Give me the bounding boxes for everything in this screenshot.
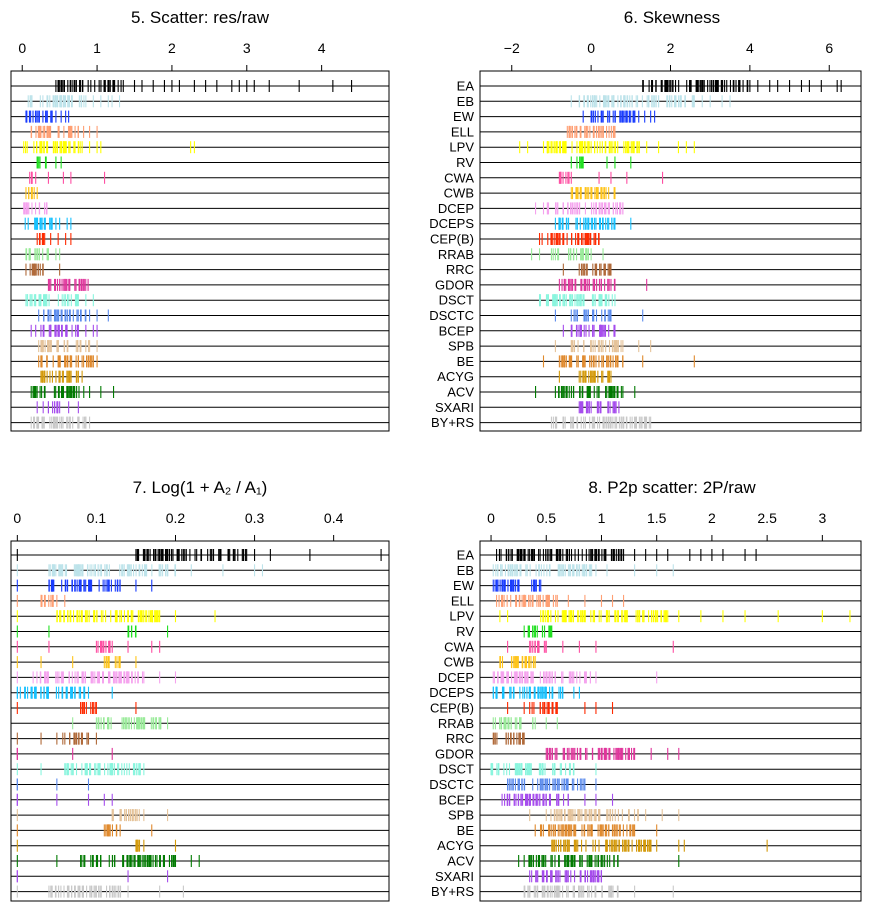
panel-title: 6. Skewness (624, 8, 720, 27)
x-tick-label: 0.3 (245, 510, 265, 526)
class-label: CEP(B) (430, 232, 474, 247)
class-label: SXARI (435, 869, 474, 884)
class-label: SPB (448, 339, 474, 354)
x-tick-label: 1 (598, 510, 606, 526)
x-tick-label: 2 (667, 40, 675, 56)
x-tick-label: −2 (504, 40, 520, 56)
x-tick-label: 1.5 (647, 510, 667, 526)
class-label: EA (457, 548, 475, 563)
class-label: RV (456, 624, 474, 639)
class-label: CWA (444, 639, 474, 654)
x-tick-label: 6 (825, 40, 833, 56)
class-label: BCEP (439, 792, 474, 807)
x-tick-label: 1 (93, 40, 101, 56)
plot-frame (479, 540, 862, 902)
x-tick-label: 0.2 (166, 510, 186, 526)
panel-log-amplitude-ratio: 7. Log(1 + A₂ / A₁) 0 0.1 0.2 0.3 0.4 (10, 478, 390, 902)
x-tick-label: 0.1 (87, 510, 107, 526)
x-tick-label: 2 (168, 40, 176, 56)
class-label: GDOR (435, 746, 474, 761)
x-tick-label: 0 (587, 40, 595, 56)
plot-frame (10, 70, 390, 432)
class-label: EW (453, 578, 475, 593)
class-label: DSCT (439, 293, 474, 308)
class-label: CWB (444, 655, 474, 670)
class-label: ACYG (437, 369, 474, 384)
class-label: GDOR (435, 277, 474, 292)
class-label: LPV (449, 609, 474, 624)
x-tick-label: 4 (318, 40, 326, 56)
class-label: DCEP (438, 670, 474, 685)
x-tick-label: 0 (487, 510, 495, 526)
class-label: RRAB (438, 716, 474, 731)
class-label: DSCT (439, 762, 474, 777)
class-label: DSCTC (429, 777, 474, 792)
class-label: BE (457, 354, 475, 369)
x-tick-label: 0 (18, 40, 26, 56)
x-tick-label: 3 (243, 40, 251, 56)
class-label: CWA (444, 170, 474, 185)
panel-title: 8. P2p scatter: 2P/raw (588, 478, 756, 497)
x-tick-label: 2.5 (757, 510, 777, 526)
x-tick-label: 4 (746, 40, 754, 56)
class-label: ELL (451, 593, 474, 608)
class-label: ACV (447, 854, 474, 869)
class-label: LPV (449, 140, 474, 155)
panel-title: 7. Log(1 + A₂ / A₁) (133, 478, 268, 497)
class-label: EW (453, 109, 475, 124)
class-label: ELL (451, 124, 474, 139)
class-label: BY+RS (431, 884, 474, 899)
class-label: CEP(B) (430, 701, 474, 716)
class-label: DSCTC (429, 308, 474, 323)
class-labels-bottom: EAEBEWELLLPVRVCWACWBDCEPDCEPSCEP(B)RRABR… (429, 548, 475, 900)
class-label: BE (457, 823, 475, 838)
x-tick-label: 0.4 (324, 510, 344, 526)
class-labels-top: EAEBEWELLLPVRVCWACWBDCEPDCEPSCEP(B)RRABR… (429, 79, 475, 431)
class-label: EA (457, 79, 475, 94)
panel-scatter-res-raw: 5. Scatter: res/raw 0 1 2 3 4 (10, 8, 390, 432)
class-label: RRC (446, 731, 474, 746)
class-label: CWB (444, 186, 474, 201)
class-label: BY+RS (431, 415, 474, 430)
class-label: ACV (447, 385, 474, 400)
x-tick-label: 3 (818, 510, 826, 526)
panel-skewness: 6. Skewness −2 0 2 4 6 (479, 8, 862, 432)
x-tick-label: 0 (13, 510, 21, 526)
class-label: ACYG (437, 838, 474, 853)
class-label: RV (456, 155, 474, 170)
class-label: RRAB (438, 247, 474, 262)
plot-frame (10, 540, 390, 902)
class-label: BCEP (439, 323, 474, 338)
class-label: EB (457, 94, 474, 109)
class-label: DCEPS (429, 216, 474, 231)
x-tick-label: 0.5 (537, 510, 557, 526)
class-label: RRC (446, 262, 474, 277)
class-label: DCEPS (429, 685, 474, 700)
panel-title: 5. Scatter: res/raw (131, 8, 270, 27)
class-label: SPB (448, 808, 474, 823)
x-tick-label: 2 (708, 510, 716, 526)
panel-p2p-scatter: 8. P2p scatter: 2P/raw 0 0.5 1 1.5 2 2.5 3 (479, 478, 862, 902)
class-label: SXARI (435, 400, 474, 415)
class-label: EB (457, 563, 474, 578)
class-label: DCEP (438, 201, 474, 216)
